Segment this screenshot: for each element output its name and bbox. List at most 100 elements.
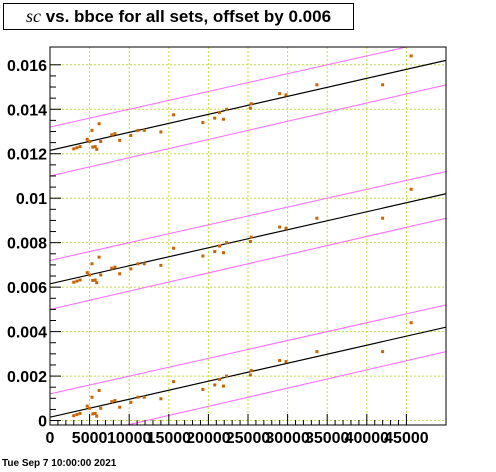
data-point (221, 117, 225, 121)
data-point (90, 395, 94, 399)
data-point (75, 279, 79, 283)
data-point (85, 137, 89, 141)
band-lower-line (50, 217, 446, 310)
band-upper-line (50, 171, 446, 261)
data-point (95, 414, 99, 418)
data-point (110, 400, 114, 404)
data-point (99, 140, 103, 143)
data-point (315, 350, 319, 354)
fit-line (50, 326, 446, 418)
data-point (284, 93, 288, 97)
data-point (95, 147, 99, 151)
x-tick-label: 0 (46, 430, 55, 447)
data-point (381, 83, 385, 87)
data-point (136, 262, 140, 266)
band-upper-line (50, 304, 446, 395)
data-point (248, 106, 252, 110)
data-point (113, 399, 117, 403)
y-tick-label: 0.002 (7, 369, 47, 386)
axes: 0 5000 10000150002000025000300003500040000… (7, 58, 429, 447)
data-point (78, 278, 82, 282)
data-point (315, 83, 319, 87)
data-point (91, 412, 95, 416)
data-point (409, 54, 413, 58)
data-point (91, 145, 95, 149)
data-point (113, 132, 117, 136)
data-point (221, 251, 225, 255)
data-point (129, 267, 133, 271)
data-points (72, 54, 413, 418)
y-tick-label: 0.012 (7, 147, 47, 164)
y-tick-label: 0.01 (16, 191, 47, 208)
data-point (315, 216, 319, 220)
data-point (99, 406, 103, 410)
data-point (88, 273, 92, 277)
data-point (85, 271, 89, 275)
data-point (201, 387, 205, 391)
data-point (136, 395, 140, 399)
data-point (284, 226, 288, 230)
data-point (129, 133, 133, 137)
data-point (97, 255, 101, 259)
data-point (118, 272, 122, 276)
data-point (110, 133, 114, 137)
data-point (72, 414, 76, 418)
data-point (90, 262, 94, 266)
data-point (249, 369, 253, 373)
data-point (213, 250, 217, 254)
data-point (159, 397, 163, 401)
y-tick-label: 0.008 (7, 236, 47, 253)
data-point (72, 147, 76, 151)
data-point (110, 266, 114, 270)
y-tick-label: 0.006 (7, 280, 47, 297)
chart-title-box: sc vs. bbce for all sets, offset by 0.00… (3, 3, 354, 30)
data-point (249, 102, 253, 106)
x-tick-label: 25000 (226, 430, 271, 447)
x-tick-label: 15000 (147, 430, 192, 447)
data-point (99, 273, 103, 277)
x-tick-label: 20000 (186, 430, 231, 447)
x-tick-label: 40000 (345, 430, 390, 447)
data-point (142, 262, 146, 266)
data-point (217, 111, 221, 115)
data-point (284, 360, 288, 364)
data-point (225, 374, 229, 378)
data-point (172, 246, 176, 250)
data-point (118, 405, 122, 409)
footer-timestamp: Tue Sep 7 10:00:00 2021 (2, 458, 117, 469)
data-point (159, 130, 163, 134)
band-upper-line (50, 47, 409, 128)
data-point (278, 92, 282, 96)
data-point (249, 235, 253, 239)
band-lower-line (50, 84, 446, 177)
y-tick-label: 0.014 (7, 102, 47, 119)
data-point (78, 411, 82, 415)
data-point (248, 240, 252, 244)
x-tick-label: 30000 (265, 430, 310, 447)
data-point (225, 107, 229, 111)
y-tick-label: 0.016 (7, 58, 47, 75)
x-tick-label: 5000 (72, 430, 108, 447)
data-point (381, 350, 385, 354)
data-point (248, 373, 252, 377)
data-point (75, 146, 79, 150)
data-point (136, 128, 140, 132)
data-point (213, 116, 217, 120)
data-point (142, 395, 146, 399)
band-lower-line (125, 351, 446, 425)
data-point (93, 411, 97, 415)
data-point (409, 187, 413, 191)
data-point (93, 145, 97, 149)
band-lines (50, 47, 446, 425)
data-point (217, 244, 221, 248)
data-point (113, 265, 117, 269)
x-tick-label: 45000 (384, 430, 429, 447)
data-point (172, 380, 176, 384)
data-point (97, 122, 101, 126)
data-point (118, 138, 122, 142)
y-tick-label: 0 (38, 414, 47, 431)
data-point (159, 263, 163, 267)
data-point (201, 121, 205, 125)
data-point (217, 377, 221, 381)
data-point (278, 359, 282, 363)
